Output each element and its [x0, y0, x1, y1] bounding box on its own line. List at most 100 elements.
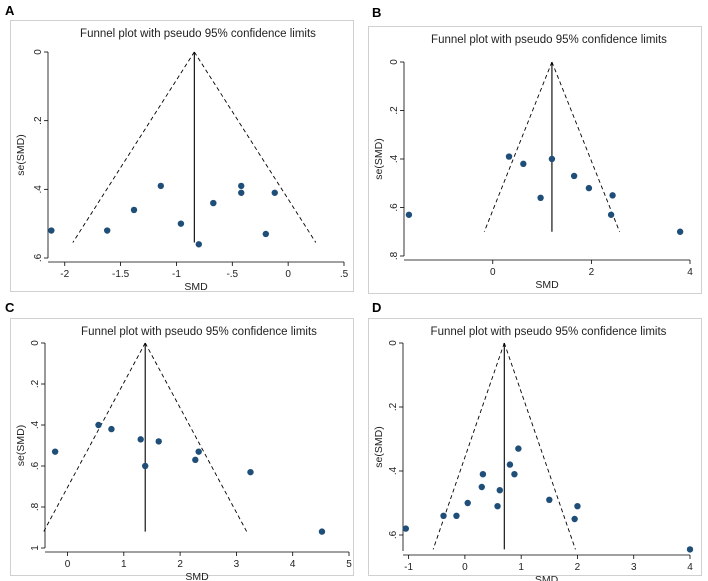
y-tick-label: .8 — [389, 251, 400, 260]
y-axis-label: se(SMD) — [373, 426, 385, 467]
study-point — [238, 182, 245, 190]
panel-label-c: C — [5, 300, 15, 315]
x-tick-label: 0 — [462, 562, 468, 573]
x-axis-label: SMD — [185, 571, 209, 581]
y-axis-label: se(SMD) — [15, 425, 27, 466]
x-tick-label: .5 — [340, 269, 349, 280]
study-point — [130, 206, 138, 214]
study-point — [478, 483, 485, 491]
x-tick-label: 1 — [518, 562, 524, 573]
y-tick-label: .6 — [33, 253, 44, 262]
y-tick-label: 0 — [33, 49, 44, 55]
panel-label-a: A — [5, 3, 15, 18]
study-point — [262, 230, 270, 238]
study-point — [155, 438, 162, 445]
funnel-ci-right — [503, 342, 576, 550]
study-point — [686, 546, 694, 553]
y-axis-label: se(SMD) — [373, 138, 385, 179]
x-axis-label: SMD — [535, 279, 559, 291]
study-point — [108, 425, 115, 433]
x-tick-label: -1.5 — [112, 269, 130, 280]
y-tick-label: .4 — [389, 154, 400, 163]
study-point — [515, 445, 522, 452]
y-tick-label: .4 — [33, 185, 44, 194]
panel-frame — [368, 26, 702, 294]
y-tick-label: 0 — [30, 340, 41, 346]
panel-label-b: B — [372, 5, 382, 20]
x-tick-label: -2 — [60, 269, 69, 280]
study-point — [104, 227, 111, 234]
study-point — [405, 211, 413, 218]
funnel-ci-left — [72, 51, 195, 243]
y-tick-label: .4 — [30, 420, 41, 429]
x-tick-label: 1 — [121, 559, 127, 570]
study-point — [453, 512, 460, 519]
study-point — [271, 189, 278, 196]
funnel-plot-b: Funnel plot with pseudo 95% confidence l… — [368, 26, 702, 294]
x-tick-label: 4 — [687, 267, 693, 278]
study-point — [51, 448, 59, 455]
y-tick-label: .2 — [389, 106, 400, 115]
chart-title: Funnel plot with pseudo 95% confidence l… — [431, 326, 667, 338]
study-point — [506, 461, 514, 468]
x-tick-label: 0 — [285, 269, 291, 280]
y-tick-label: .6 — [389, 203, 400, 212]
funnel-plot-d: Funnel plot with pseudo 95% confidence l… — [368, 318, 702, 581]
study-point — [570, 172, 578, 180]
y-tick-label: .6 — [30, 461, 41, 470]
chart-title: Funnel plot with pseudo 95% confidence l… — [81, 326, 317, 338]
y-axis-label: se(SMD) — [15, 134, 27, 175]
study-point — [402, 525, 410, 532]
study-point — [210, 199, 217, 207]
x-tick-label: 2 — [575, 562, 581, 573]
study-point — [440, 512, 447, 519]
study-point — [607, 211, 615, 218]
funnel-plot-a: Funnel plot with pseudo 95% confidence l… — [10, 20, 354, 293]
panel-frame — [10, 20, 354, 292]
chart-title: Funnel plot with pseudo 95% confidence l… — [80, 28, 316, 40]
x-tick-label: 0 — [65, 559, 71, 570]
y-tick-label: .4 — [388, 466, 399, 475]
study-point — [585, 184, 593, 192]
study-point — [318, 528, 326, 535]
study-point — [192, 456, 199, 464]
study-point — [142, 462, 149, 470]
funnel-ci-right — [193, 51, 317, 243]
x-axis-label: SMD — [535, 574, 559, 581]
study-point — [137, 436, 144, 443]
y-tick-label: .8 — [30, 502, 41, 511]
study-point — [609, 192, 616, 199]
study-point — [177, 220, 185, 227]
x-tick-label: 4 — [687, 562, 693, 573]
study-point — [571, 515, 578, 523]
y-tick-label: 1 — [30, 545, 41, 551]
x-tick-label: 5 — [346, 559, 352, 570]
funnel-ci-left — [43, 342, 146, 532]
study-point — [546, 496, 553, 503]
chart-title: Funnel plot with pseudo 95% confidence l… — [431, 34, 667, 46]
study-point — [505, 153, 513, 160]
x-tick-label: 2 — [177, 559, 183, 570]
study-point — [95, 421, 102, 429]
study-point — [195, 448, 202, 455]
y-tick-label: 0 — [388, 340, 399, 346]
x-tick-label: -1 — [172, 269, 181, 280]
y-tick-label: .2 — [30, 379, 41, 388]
study-point — [157, 182, 165, 190]
study-point — [247, 468, 254, 476]
study-point — [238, 189, 245, 196]
study-point — [520, 160, 527, 168]
x-tick-label: 2 — [589, 267, 595, 278]
x-tick-label: 4 — [290, 559, 296, 570]
panel-frame — [368, 318, 702, 576]
y-tick-label: .6 — [388, 530, 399, 539]
y-tick-label: .2 — [388, 402, 399, 411]
x-tick-label: 0 — [490, 267, 496, 278]
study-point — [574, 503, 581, 510]
study-point — [48, 227, 55, 234]
funnel-ci-right — [144, 342, 248, 532]
study-point — [494, 503, 501, 510]
x-tick-label: 3 — [631, 562, 637, 573]
x-tick-label: -.5 — [226, 269, 238, 280]
study-point — [496, 487, 503, 494]
